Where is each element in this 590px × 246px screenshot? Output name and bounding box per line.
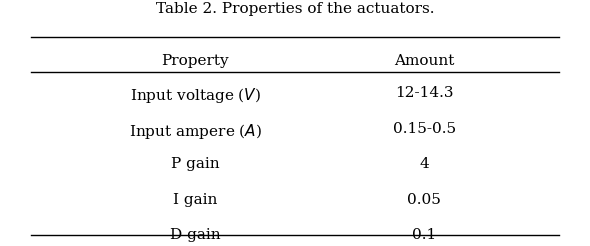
Text: Table 2. Properties of the actuators.: Table 2. Properties of the actuators. <box>156 2 434 16</box>
Text: Input ampere ($A$): Input ampere ($A$) <box>129 122 262 140</box>
Text: Input voltage ($V$): Input voltage ($V$) <box>130 86 261 105</box>
Text: 0.15-0.5: 0.15-0.5 <box>392 122 455 136</box>
Text: 0.05: 0.05 <box>407 193 441 207</box>
Text: Amount: Amount <box>394 54 454 68</box>
Text: 4: 4 <box>419 157 429 171</box>
Text: 0.1: 0.1 <box>412 228 437 242</box>
Text: D gain: D gain <box>170 228 221 242</box>
Text: P gain: P gain <box>171 157 219 171</box>
Text: 12-14.3: 12-14.3 <box>395 86 454 100</box>
Text: I gain: I gain <box>173 193 217 207</box>
Text: Property: Property <box>161 54 229 68</box>
